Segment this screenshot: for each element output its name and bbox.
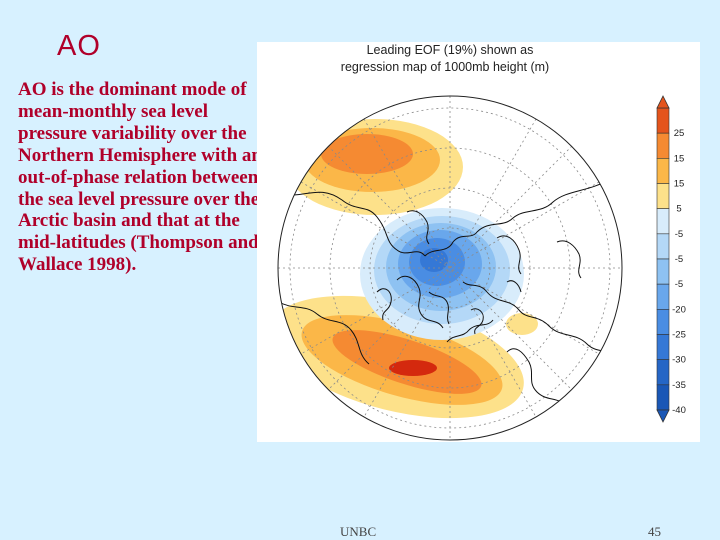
colorbar-swatch xyxy=(656,334,670,360)
colorbar-tick-label: -20 xyxy=(672,304,686,315)
figure-title-line1: Leading EOF (19%) shown as xyxy=(367,43,534,57)
eof-regression-map-figure: Leading EOF (19%) shown as regression ma… xyxy=(257,42,700,442)
colorbar-tick-label: 5 xyxy=(676,204,681,215)
map-boundary xyxy=(277,95,623,441)
slide-title: AO xyxy=(57,30,101,62)
colorbar-swatch xyxy=(656,283,670,310)
colorbar-tick-label: -5 xyxy=(675,279,683,290)
colorbar-tick-label: -25 xyxy=(672,330,686,341)
page-number: 45 xyxy=(648,524,661,539)
colorbar-swatch xyxy=(656,107,670,134)
footer-organization: UNBC xyxy=(340,524,377,539)
polar-map-svg: Leading EOF (19%) shown as regression ma… xyxy=(257,42,700,442)
colorbar-tick-label: 15 xyxy=(674,179,685,190)
colorbar-swatch xyxy=(656,208,670,235)
colorbar-tick-label: -5 xyxy=(675,254,683,265)
colorbar-swatch xyxy=(656,183,670,209)
colorbar-swatch xyxy=(656,158,670,184)
colorbar-swatch xyxy=(656,258,670,285)
colorbar-tick-label: 15 xyxy=(674,153,685,164)
colorbar: 25 15 15 5 -5 -5 -5 -20 -25 -30 -35 -40 xyxy=(656,107,686,416)
negative-anomaly-arctic xyxy=(360,208,524,340)
longitude-gridlines xyxy=(278,96,622,440)
colorbar-swatch xyxy=(656,359,670,386)
colorbar-tick-label: -35 xyxy=(672,380,686,391)
slide-body-text: AO is the dominant mode of mean-monthly … xyxy=(18,79,262,276)
colorbar-swatch xyxy=(656,132,670,159)
coastlines xyxy=(278,179,620,409)
figure-title-line2: regression map of 1000mb height (m) xyxy=(341,60,549,74)
colorbar-swatch xyxy=(656,309,670,335)
colorbar-top-arrow xyxy=(656,95,670,109)
colorbar-bottom-arrow xyxy=(656,409,670,423)
colorbar-tick-label: -30 xyxy=(672,355,686,366)
colorbar-tick-label: -5 xyxy=(675,229,683,240)
colorbar-swatch xyxy=(656,233,670,260)
colorbar-tick-label: 25 xyxy=(674,128,685,139)
map-disc xyxy=(278,96,622,440)
colorbar-tick-label: -40 xyxy=(672,405,686,416)
colorbar-swatch xyxy=(656,384,670,411)
